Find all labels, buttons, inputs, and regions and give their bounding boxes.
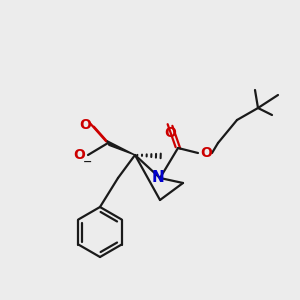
Text: O: O <box>164 126 176 140</box>
Text: O: O <box>73 148 85 162</box>
Polygon shape <box>107 141 135 155</box>
Text: −: − <box>83 157 93 167</box>
Text: O: O <box>79 118 91 132</box>
Text: N: N <box>152 169 164 184</box>
Text: O: O <box>200 146 212 160</box>
